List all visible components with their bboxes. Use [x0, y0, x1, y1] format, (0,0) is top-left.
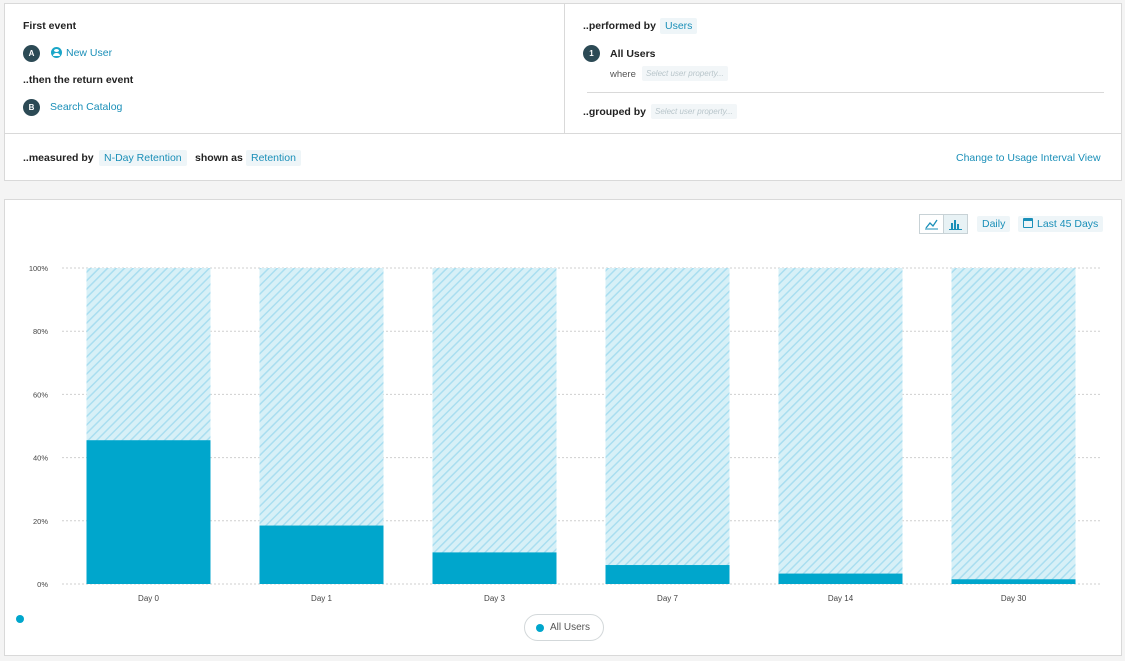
chart-panel: Daily Last 45 Days 0% 20% 40% 60% 80% 100% Day… [4, 199, 1122, 656]
segment-badge: 1 [583, 45, 600, 62]
interval-selector[interactable]: Daily [977, 216, 1011, 232]
bar-chart-icon [949, 220, 962, 230]
line-chart-icon [925, 219, 938, 230]
query-panel: First event A New User ..then the return… [4, 3, 1122, 134]
measured-by-label: ..measured by [23, 152, 94, 164]
bar-retained[interactable] [86, 440, 211, 584]
where-label: where [610, 69, 636, 80]
measure-panel: ..measured by N-Day Retention shown as R… [4, 133, 1122, 181]
x-tick-label: Day 14 [828, 594, 854, 603]
return-event-label: ..then the return event [23, 74, 134, 86]
bar-retained[interactable] [605, 565, 730, 584]
shown-as-label: shown as [195, 152, 243, 164]
measured-by-selector[interactable]: N-Day Retention [99, 150, 187, 166]
bar-chart-button[interactable] [943, 214, 968, 234]
calendar-icon [1023, 218, 1033, 228]
date-range-selector[interactable]: Last 45 Days [1018, 216, 1104, 232]
legend-label: All Users [550, 622, 591, 633]
status-dot-icon [16, 615, 24, 623]
retention-chart: 0% 20% 40% 60% 80% 100% Day 0 Day 1 Day 3 Day 7 Da… [29, 264, 1100, 603]
y-tick-label: 100% [29, 264, 49, 273]
bar-retained[interactable] [778, 573, 903, 584]
first-event-name: New User [66, 47, 113, 59]
y-tick-label: 80% [33, 327, 48, 336]
grouped-by-label: ..grouped by [583, 106, 646, 118]
bar-remainder[interactable] [605, 268, 730, 584]
bar-remainder[interactable] [778, 268, 903, 584]
return-event-badge: B [23, 99, 40, 116]
legend-item-all-users[interactable]: All Users [524, 614, 604, 641]
panel-divider [564, 4, 565, 134]
first-event-badge: A [23, 45, 40, 62]
first-event-selector[interactable]: New User [49, 45, 114, 61]
chart-grid [62, 267, 1100, 585]
date-range-label: Last 45 Days [1037, 218, 1099, 230]
y-tick-label: 20% [33, 517, 48, 526]
x-tick-label: Day 7 [657, 594, 678, 603]
first-event-label: First event [23, 20, 77, 32]
segment-name[interactable]: All Users [610, 48, 656, 60]
change-view-link[interactable]: Change to Usage Interval View [956, 152, 1101, 164]
x-tick-label: Day 0 [138, 594, 159, 603]
bar-retained[interactable] [259, 525, 384, 584]
y-tick-label: 60% [33, 390, 48, 399]
legend-dot-icon [536, 624, 544, 632]
x-tick-label: Day 30 [1001, 594, 1027, 603]
segment-divider [587, 92, 1104, 93]
grouped-by-select[interactable]: Select user property... [651, 104, 737, 119]
chart-bars [86, 268, 1076, 584]
bar-remainder[interactable] [951, 268, 1076, 584]
y-tick-label: 40% [33, 454, 48, 463]
shown-as-selector[interactable]: Retention [246, 150, 301, 166]
bar-remainder[interactable] [432, 268, 557, 584]
y-tick-label: 0% [37, 580, 48, 589]
x-tick-label: Day 1 [311, 594, 332, 603]
performed-by-label: ..performed by [583, 20, 656, 32]
bar-retained[interactable] [432, 552, 557, 584]
user-icon [51, 47, 62, 58]
where-property-select[interactable]: Select user property... [642, 66, 728, 81]
chart-labels: 0% 20% 40% 60% 80% 100% Day 0 Day 1 Day 3 Day 7 Da… [29, 264, 1027, 603]
return-event-selector[interactable]: Search Catalog [50, 101, 123, 113]
x-tick-label: Day 3 [484, 594, 505, 603]
bar-retained[interactable] [951, 579, 1076, 584]
performed-by-selector[interactable]: Users [660, 18, 698, 34]
